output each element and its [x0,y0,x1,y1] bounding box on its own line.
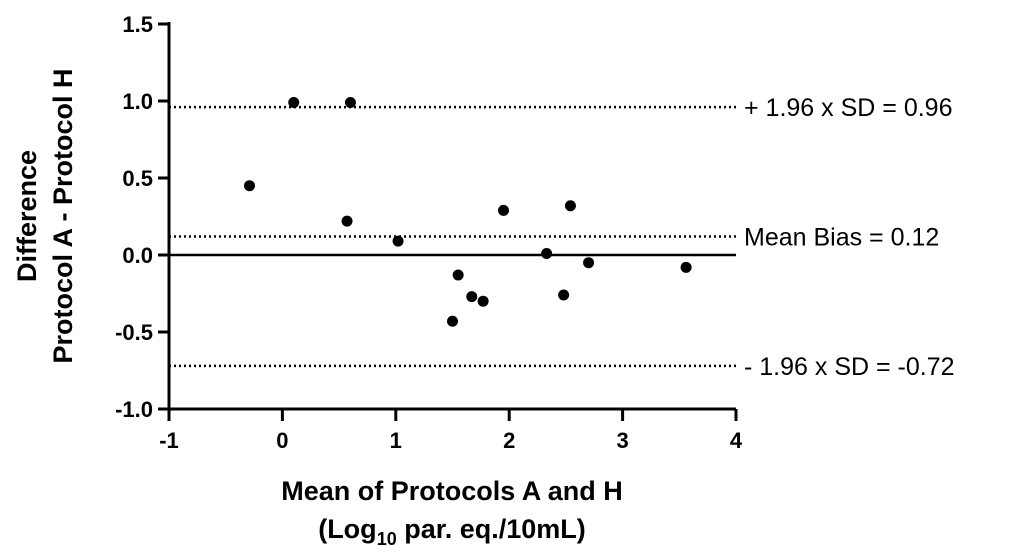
data-point [288,97,300,109]
y-axis-ticks: -1.0 -0.5 0.0 0.5 1.0 1.5 [115,12,169,422]
y-tick-label: 0.5 [122,166,153,191]
x-tick-label: 0 [276,428,288,453]
x-axis-ticks: -1 0 1 2 3 4 [159,409,743,453]
data-point [244,180,256,192]
x-axis-subtitle: (Log10 par. eq./10mL) [318,514,586,546]
y-tick-label: -1.0 [115,397,153,422]
data-point [344,97,356,109]
y-axis-title-line2: Protocol A - Protocol H [48,69,78,364]
reference-line-label: Mean Bias = 0.12 [744,224,939,252]
data-point [498,204,510,216]
reference-line-label: - 1.96 x SD = -0.72 [744,353,955,381]
x-axis-subtitle-subscript: 10 [377,529,397,546]
data-points [244,97,692,327]
reference-line-label: + 1.96 x SD = 0.96 [744,94,952,122]
y-tick-label: 0.0 [122,243,153,268]
data-point [447,315,458,327]
data-point [477,295,489,307]
data-point [541,247,553,259]
x-tick-label: 3 [616,428,628,453]
y-tick-label: 1.0 [122,89,153,114]
x-axis-title: Mean of Protocols A and H [281,476,623,506]
y-axis-title-line1: Difference [12,150,42,282]
data-point [392,235,404,247]
data-point [558,289,570,301]
data-point [452,269,464,281]
x-axis-subtitle-suffix: par. eq./10mL) [397,514,586,544]
data-point [680,261,692,273]
data-point [466,291,478,303]
reference-lines: + 1.96 x SD = 0.96 Mean Bias = 0.12 - 1.96… [169,94,955,381]
x-tick-label: 4 [730,428,743,453]
data-point [564,200,576,212]
y-tick-label: 1.5 [122,12,153,37]
x-tick-label: 1 [390,428,402,453]
x-tick-label: 2 [503,428,515,453]
x-tick-label: -1 [159,428,179,453]
y-tick-label: -0.5 [115,320,153,345]
data-point [341,215,353,227]
x-axis-subtitle-prefix: (Log [318,514,376,544]
data-point [583,257,595,269]
